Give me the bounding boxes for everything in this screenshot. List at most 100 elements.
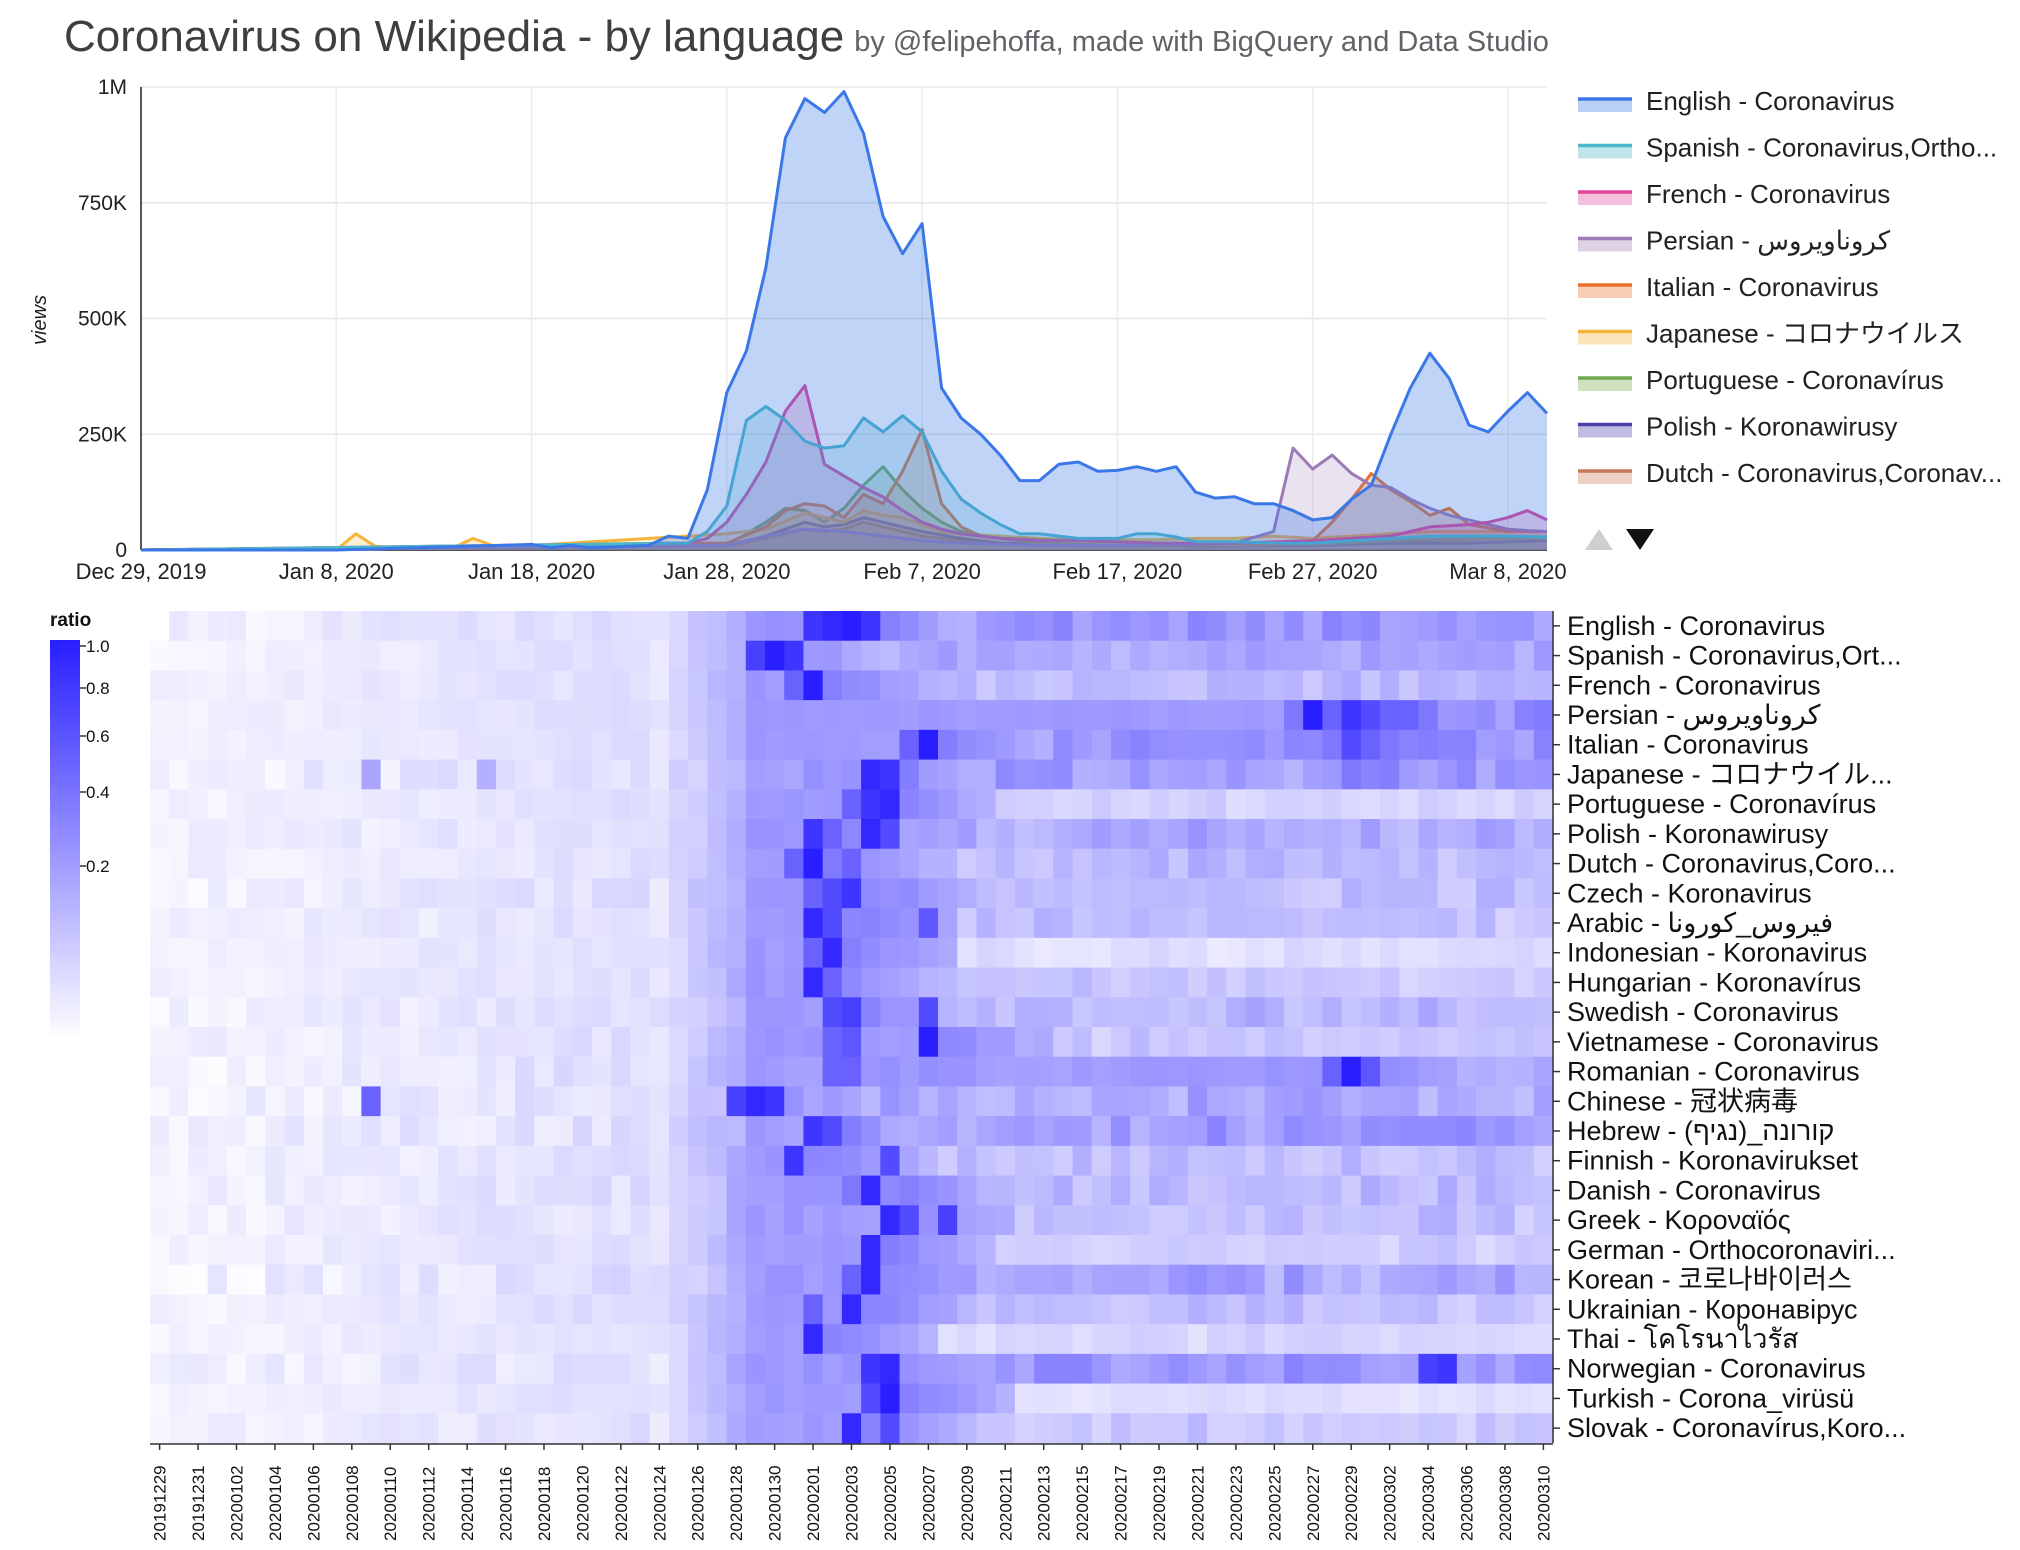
- heatmap-cell: [995, 1056, 1016, 1088]
- heatmap-cell: [399, 997, 420, 1028]
- heatmap-cell: [246, 1205, 266, 1236]
- heatmap-cell: [1322, 1413, 1343, 1444]
- heatmap-cell: [1187, 1413, 1208, 1444]
- heatmap-cell: [476, 1353, 497, 1385]
- heatmap-cell: [630, 937, 651, 969]
- heatmap-cell: [1380, 729, 1400, 761]
- heatmap-cell: [207, 1235, 228, 1266]
- row-label: Norwegian - Coronavirus: [1567, 1354, 1866, 1384]
- heatmap-cell: [1264, 1056, 1285, 1088]
- heatmap-cell: [1341, 1175, 1362, 1206]
- heatmap-cell: [226, 1294, 247, 1325]
- heatmap-cell: [1341, 1056, 1362, 1088]
- heatmap-cell: [1264, 1175, 1285, 1206]
- heatmap-cell: [246, 670, 266, 701]
- heatmap-cell: [822, 1145, 843, 1177]
- heatmap-cell: [322, 759, 343, 790]
- heatmap-cell: [1091, 1324, 1112, 1355]
- heatmap-cell: [1245, 1116, 1266, 1147]
- heatmap-cell: [995, 1294, 1016, 1325]
- heatmap-cell: [1264, 1383, 1285, 1414]
- heatmap-cell: [688, 1056, 708, 1088]
- heatmap-cell: [1245, 1264, 1266, 1296]
- heatmap-cell: [649, 1205, 670, 1236]
- heatmap-cell: [803, 1235, 824, 1266]
- heatmap-cell: [1283, 1205, 1304, 1236]
- heatmap-cell: [495, 848, 516, 880]
- heatmap-cell: [1380, 611, 1400, 642]
- heatmap-cell: [1322, 1294, 1343, 1325]
- heatmap-cell: [1399, 789, 1420, 820]
- heatmap-cell: [169, 878, 190, 909]
- heatmap-cell: [1399, 1235, 1420, 1266]
- heatmap-cell: [495, 1145, 516, 1177]
- heatmap-cell: [1072, 1264, 1093, 1296]
- heatmap-cell: [342, 1235, 363, 1266]
- heatmap-cell: [438, 729, 459, 761]
- heatmap-cell: [572, 1264, 593, 1296]
- heatmap-cell: [1495, 729, 1516, 761]
- heatmap-cell: [1514, 1056, 1535, 1088]
- heatmap-cell: [1264, 1235, 1285, 1266]
- heatmap-cell: [303, 1116, 324, 1147]
- heatmap-cell: [1187, 1027, 1208, 1058]
- heatmap-cell: [880, 908, 901, 939]
- heatmap-cell: [1168, 1353, 1189, 1385]
- heatmap-cell: [361, 1413, 382, 1444]
- heatmap-cell: [1034, 640, 1054, 672]
- heatmap-cell: [1226, 1116, 1247, 1147]
- heatmap-cell: [361, 997, 382, 1028]
- heatmap-cell: [1514, 1027, 1535, 1058]
- heatmap-cell: [1226, 1413, 1247, 1444]
- heatmap-cell: [1226, 1264, 1247, 1296]
- heatmap-cell: [1476, 1264, 1496, 1296]
- heatmap-cell: [361, 1264, 382, 1296]
- heatmap-cell: [803, 1175, 824, 1206]
- heatmap-cell: [745, 611, 766, 642]
- heatmap-cell: [534, 819, 555, 850]
- page-title: Coronavirus on Wikipedia - by language: [64, 12, 845, 61]
- heatmap-cell: [534, 700, 555, 731]
- heatmap-cell: [1053, 1205, 1074, 1236]
- heatmap-cell: [207, 997, 228, 1028]
- heatmap-cell: [1322, 967, 1343, 998]
- heatmap-cell: [649, 819, 670, 850]
- heatmap-cell: [899, 819, 920, 850]
- heatmap-cell: [1514, 1205, 1535, 1236]
- heatmap-cell: [207, 670, 228, 701]
- heatmap-cell: [784, 997, 805, 1028]
- heatmap-cell: [668, 1056, 689, 1088]
- heatmap-cell: [899, 1056, 920, 1088]
- heatmap-cell: [342, 1353, 363, 1385]
- heatmap-cell: [1380, 1294, 1400, 1325]
- heatmap-cell: [1303, 937, 1323, 969]
- heatmap-cell: [169, 937, 190, 969]
- heatmap-cell: [688, 670, 708, 701]
- heatmap-cell: [457, 967, 478, 998]
- heatmap-cell: [399, 611, 420, 642]
- heatmap-cell: [246, 1175, 266, 1206]
- heatmap-cell: [150, 1413, 170, 1444]
- heatmap-cell: [937, 1383, 958, 1414]
- heatmap-cell: [1207, 819, 1227, 850]
- heatmap-cell: [861, 1116, 881, 1147]
- heatmap-cell: [1072, 1383, 1093, 1414]
- heatmap-cell: [495, 1324, 516, 1355]
- heatmap-cell: [1034, 611, 1054, 642]
- heatmap-cell: [226, 670, 247, 701]
- heatmap-cell: [1245, 611, 1266, 642]
- legend-label: Polish - Koronawirusy: [1646, 412, 1897, 442]
- heatmap-cell: [1303, 848, 1323, 880]
- heatmap-cell: [303, 1324, 324, 1355]
- heatmap-cell: [150, 1353, 170, 1385]
- heatmap-cell: [1437, 1205, 1458, 1236]
- heatmap-cell: [1283, 670, 1304, 701]
- heatmap-cell: [841, 670, 862, 701]
- heatmap-cell: [1283, 1383, 1304, 1414]
- heatmap-cell: [399, 1175, 420, 1206]
- heatmap-cell: [937, 1413, 958, 1444]
- heatmap-cell: [1245, 789, 1266, 820]
- heatmap-cell: [342, 1324, 363, 1355]
- heatmap-cell: [515, 759, 535, 790]
- heatmap-cell: [841, 967, 862, 998]
